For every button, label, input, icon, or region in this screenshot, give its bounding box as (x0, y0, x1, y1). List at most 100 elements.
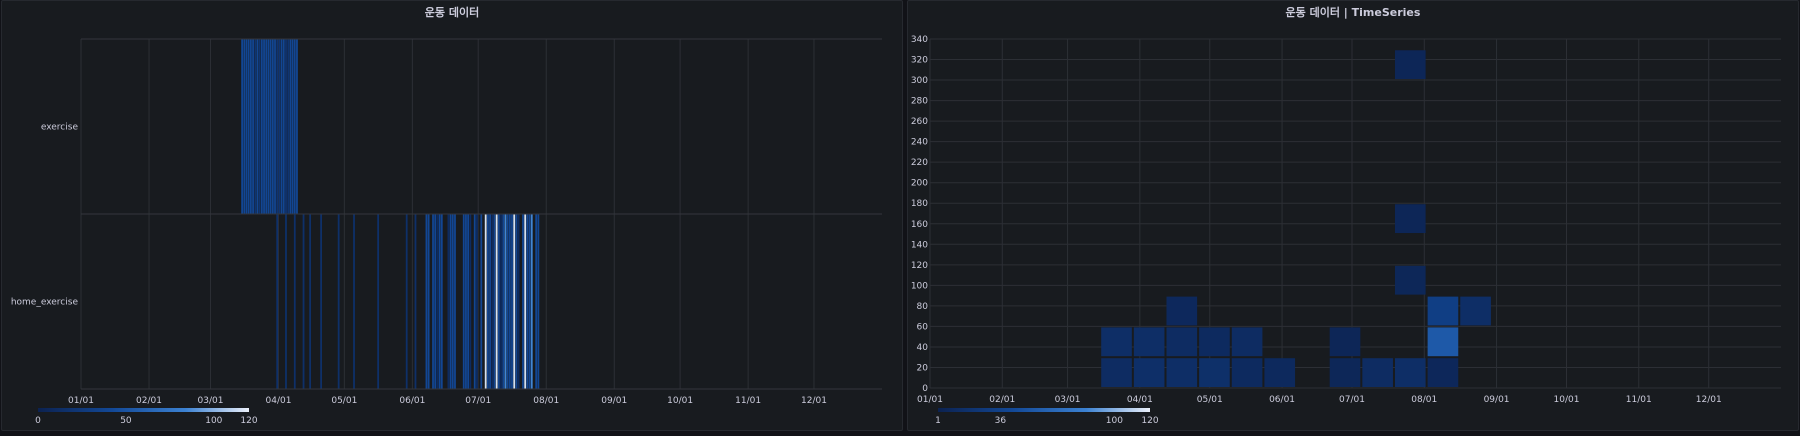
heatmap-bucket[interactable] (1329, 358, 1361, 387)
heatmap-cell[interactable] (289, 39, 292, 214)
heatmap-cell[interactable] (276, 214, 279, 389)
heatmap-cell[interactable] (293, 214, 296, 389)
heatmap-bucket[interactable] (1329, 327, 1361, 357)
heatmap-cell[interactable] (243, 39, 246, 214)
heatmap-cell[interactable] (528, 214, 531, 389)
heatmap-cell[interactable] (484, 214, 487, 389)
heatmap-bucket[interactable] (1166, 358, 1198, 387)
heatmap-cell[interactable] (285, 39, 287, 214)
heatmap-cell[interactable] (522, 214, 524, 389)
heatmap-cell[interactable] (465, 214, 467, 389)
heatmap-bucket[interactable] (1133, 358, 1165, 387)
heatmap-cell[interactable] (432, 214, 434, 389)
heatmap-cell[interactable] (405, 214, 408, 389)
heatmap-cell[interactable] (252, 39, 254, 214)
heatmap-cell[interactable] (449, 214, 452, 389)
heatmap-cell[interactable] (508, 214, 511, 389)
heatmap-cell[interactable] (462, 214, 465, 389)
heatmap-bucket[interactable] (1101, 358, 1132, 387)
heatmap-cell[interactable] (486, 214, 489, 389)
heatmap-cell[interactable] (438, 214, 441, 389)
heatmap-cell[interactable] (269, 39, 272, 214)
heatmap-cell[interactable] (267, 39, 270, 214)
heatmap-cell[interactable] (271, 39, 274, 214)
heatmap-bucket[interactable] (1199, 358, 1230, 387)
heatmap-cell[interactable] (280, 39, 283, 214)
heatmap-bucket[interactable] (1362, 358, 1393, 387)
heatmap-cell[interactable] (497, 214, 500, 389)
heatmap-cell[interactable] (515, 214, 518, 389)
heatmap-cell[interactable] (526, 214, 529, 389)
heatmap-cell[interactable] (265, 39, 268, 214)
heatmap-cell[interactable] (467, 214, 470, 389)
heatmap-cell[interactable] (434, 214, 437, 389)
heatmap-cell[interactable] (287, 39, 290, 214)
heatmap-cell[interactable] (337, 214, 340, 389)
heatmap-bucket[interactable] (1394, 358, 1426, 387)
panel-title[interactable]: 운동 데이터 (424, 6, 480, 19)
heatmap-cell[interactable] (537, 214, 540, 389)
heatmap-cell[interactable] (377, 214, 380, 389)
heatmap-cell[interactable] (309, 214, 312, 389)
heatmap-bucket[interactable] (1394, 265, 1426, 295)
heatmap-bucket[interactable] (1427, 296, 1459, 326)
heatmap-cell[interactable] (282, 39, 285, 214)
heatmap-cell[interactable] (296, 39, 298, 214)
heatmap-cell[interactable] (254, 39, 257, 214)
heatmap-cell[interactable] (436, 214, 439, 389)
heatmap-bucket[interactable] (1166, 327, 1198, 357)
heatmap-cell[interactable] (258, 39, 261, 214)
panel-title[interactable]: 운동 데이터 | TimeSeries (1285, 6, 1421, 19)
heatmap-cell[interactable] (491, 214, 494, 389)
heatmap-cell[interactable] (469, 214, 472, 389)
heatmap-cell[interactable] (293, 39, 296, 214)
heatmap-cell[interactable] (480, 214, 483, 389)
heatmap-cell[interactable] (517, 214, 520, 389)
heatmap-cell[interactable] (502, 214, 505, 389)
heatmap-bucket[interactable] (1166, 296, 1198, 326)
heatmap-cell[interactable] (274, 39, 276, 214)
heatmap-cell[interactable] (506, 214, 509, 389)
heatmap-cell[interactable] (440, 214, 443, 389)
heatmap-cell[interactable] (263, 39, 265, 214)
heatmap-cell[interactable] (256, 39, 259, 214)
heatmap-cell[interactable] (524, 214, 527, 389)
heatmap-cell[interactable] (291, 39, 294, 214)
heatmap-bucket[interactable] (1394, 204, 1426, 234)
heatmap-cell[interactable] (353, 214, 355, 389)
heatmap-cell[interactable] (476, 214, 478, 389)
heatmap-cell[interactable] (425, 214, 428, 389)
heatmap-cell[interactable] (260, 39, 263, 214)
heatmap-bucket[interactable] (1101, 327, 1132, 357)
heatmap-cell[interactable] (278, 39, 281, 214)
heatmap-cell[interactable] (245, 39, 248, 214)
heatmap-cell[interactable] (504, 214, 507, 389)
heatmap-bucket[interactable] (1133, 327, 1165, 357)
heatmap-bucket[interactable] (1231, 358, 1263, 387)
heatmap-cell[interactable] (249, 39, 252, 214)
heatmap-cell[interactable] (285, 214, 287, 389)
heatmap-cell[interactable] (473, 214, 476, 389)
heatmap-cell[interactable] (489, 214, 491, 389)
heatmap-cell[interactable] (495, 214, 498, 389)
heatmap-cell[interactable] (511, 214, 513, 389)
heatmap-cell[interactable] (247, 39, 250, 214)
heatmap-bucket[interactable] (1427, 327, 1459, 357)
heatmap-cell[interactable] (414, 214, 417, 389)
heatmap-bucket[interactable] (1199, 327, 1230, 357)
heatmap-bucket[interactable] (1460, 296, 1491, 326)
heatmap-bucket[interactable] (1394, 50, 1426, 80)
heatmap-cell[interactable] (276, 39, 279, 214)
heatmap-cell[interactable] (447, 214, 450, 389)
heatmap-cell[interactable] (500, 214, 502, 389)
heatmap-cell[interactable] (493, 214, 496, 389)
heatmap-bucket[interactable] (1264, 358, 1296, 387)
heatmap-cell[interactable] (427, 214, 430, 389)
heatmap-cell[interactable] (451, 214, 454, 389)
heatmap-cell[interactable] (302, 214, 305, 389)
heatmap-cell[interactable] (241, 39, 243, 214)
heatmap-cell[interactable] (513, 214, 516, 389)
heatmap-bucket[interactable] (1427, 358, 1459, 387)
heatmap-cell[interactable] (454, 214, 456, 389)
heatmap-bucket[interactable] (1231, 327, 1263, 357)
